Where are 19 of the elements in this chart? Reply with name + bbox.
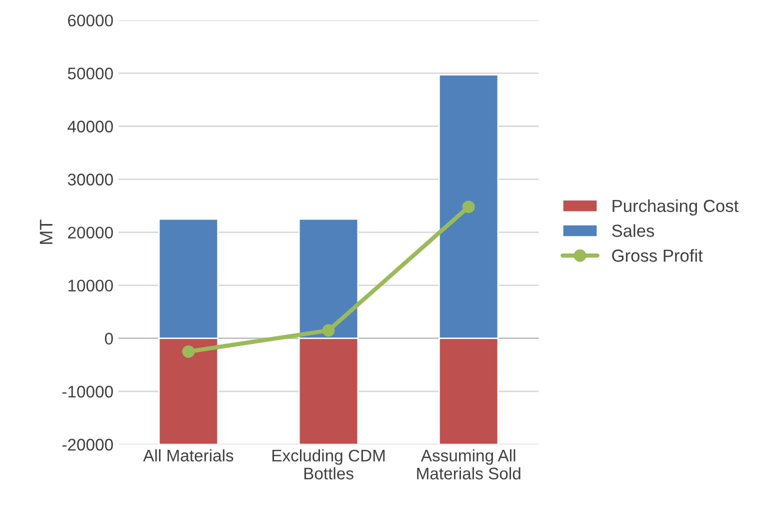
legend-label: Sales [612,224,654,237]
x-tick-label: Excluding CDM Bottles [272,449,385,480]
y-tick-label: -10000 [62,386,113,398]
point [462,200,475,214]
y-tick-label: 20000 [68,226,113,239]
y-tick-label: 30000 [68,174,113,186]
y-axis-title: MT [40,220,52,244]
y-tick-label: 60000 [68,14,113,26]
y-tick-label: 50000 [68,68,113,80]
y-tick-label: 0 [104,332,113,345]
legend-label: Purchasing Cost [612,199,739,216]
y-tick-label: -20000 [62,438,113,451]
point [322,324,335,337]
y-tick-label: 10000 [68,280,113,292]
point [182,345,195,358]
legend-label: Gross Profit [612,249,703,262]
x-tick-label: All Materials [143,449,234,462]
y-tick-label: 40000 [68,120,113,132]
x-tick-label: Assuming All Materials Sold [417,449,520,480]
